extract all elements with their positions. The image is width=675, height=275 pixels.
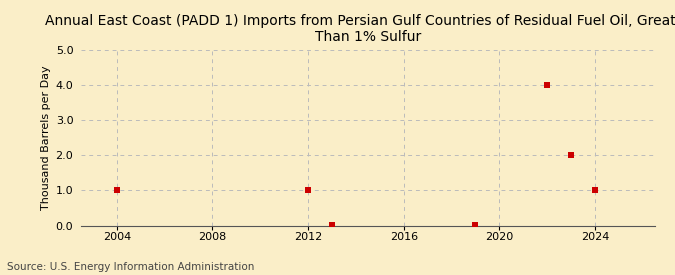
- Y-axis label: Thousand Barrels per Day: Thousand Barrels per Day: [41, 65, 51, 210]
- Point: [302, 188, 313, 192]
- Point: [470, 222, 481, 227]
- Title: Annual East Coast (PADD 1) Imports from Persian Gulf Countries of Residual Fuel : Annual East Coast (PADD 1) Imports from …: [45, 14, 675, 44]
- Text: Source: U.S. Energy Information Administration: Source: U.S. Energy Information Administ…: [7, 262, 254, 272]
- Point: [542, 82, 553, 87]
- Point: [111, 188, 122, 192]
- Point: [327, 222, 338, 227]
- Point: [566, 153, 576, 157]
- Point: [589, 188, 600, 192]
